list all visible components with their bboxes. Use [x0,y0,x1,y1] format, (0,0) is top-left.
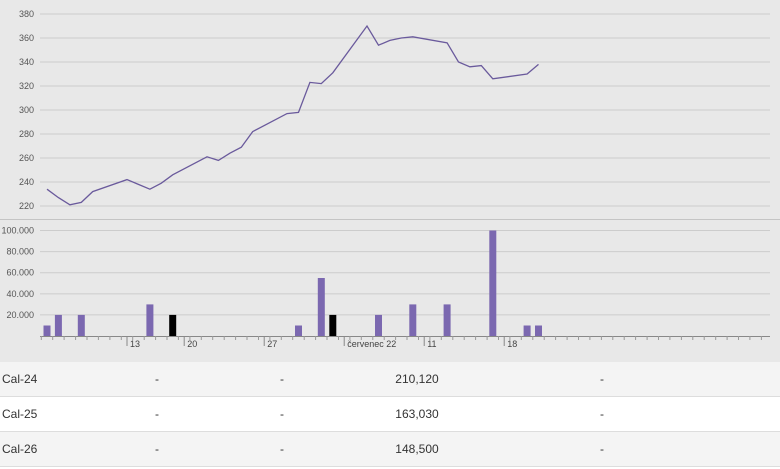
volume-bar [329,314,337,336]
table-cell: - [502,396,702,432]
x-tick-label: 18 [507,339,517,349]
y-tick-label: 340 [19,57,34,67]
table-cell: - [502,431,702,467]
contract-name: Cal-24 [0,362,82,397]
table-cell-price: 148,500 [332,431,502,467]
y-tick-label: 100.000 [1,226,34,236]
line-chart-y-ticks: 220 240 260 280 300 320 340 360 380 [19,9,34,211]
y-tick-label: 380 [19,9,34,19]
table-row[interactable]: Cal-24 - - 210,120 - [0,362,780,397]
x-tick-label: 11 [427,339,436,349]
table-row[interactable]: Cal-26 - - 148,500 - [0,431,780,467]
chart-svg: 220 240 260 280 300 320 340 360 380 20.000 40.000… [0,9,780,349]
y-tick-label: 280 [19,129,34,139]
chart-area: 220 240 260 280 300 320 340 360 380 20.000 40.000… [0,0,780,362]
table-cell: - [82,396,232,432]
line-chart-series [46,24,539,206]
x-tick-label: červenec 22 [347,339,396,349]
x-tick-label: 27 [267,339,277,349]
table-cell: - [232,396,332,432]
table-cell: - [232,362,332,397]
table-cell: - [232,431,332,467]
y-tick-label: 300 [19,105,34,115]
volume-bar [409,304,417,336]
volume-bar [54,314,62,336]
y-tick-label: 320 [19,81,34,91]
volume-bar [443,304,451,336]
volume-bar [535,325,542,336]
volume-bar [523,325,531,336]
y-tick-label: 60.000 [6,268,34,278]
volume-bar [169,314,177,336]
volume-bar [317,278,325,336]
table-row[interactable]: Cal-25 - - 163,030 - [0,396,780,432]
volume-bar [43,325,51,336]
contracts-table: Cal-24 - - 210,120 - Cal-25 - - 163,030 … [0,362,780,467]
table-cell-empty [702,431,780,467]
price-line [46,24,539,206]
table-cell-empty [702,396,780,432]
volume-bar [295,325,302,336]
table-cell-empty [702,362,780,397]
y-tick-label: 260 [19,153,34,163]
volume-chart-y-ticks: 20.000 40.000 60.000 80.000 100.000 [1,226,34,320]
x-axis: 13 20 27 červenec 22 11 18 [40,336,770,349]
volume-bar [375,314,382,336]
y-tick-label: 40.000 [6,289,34,299]
y-tick-label: 220 [19,201,34,211]
table-cell: - [502,362,702,397]
x-tick-label: 13 [130,339,140,349]
table-cell-price: 210,120 [332,362,502,397]
y-tick-label: 240 [19,177,34,187]
volume-bar [146,304,154,336]
volume-chart-bars [43,230,542,336]
contract-name: Cal-26 [0,431,82,467]
y-tick-label: 80.000 [6,247,34,257]
y-tick-label: 360 [19,33,34,43]
table-cell-price: 163,030 [332,396,502,432]
table-cell: - [82,431,232,467]
table-cell: - [82,362,232,397]
volume-chart-grid [40,230,770,316]
contract-name: Cal-25 [0,396,82,432]
y-tick-label: 20.000 [6,310,34,320]
volume-bar [489,230,497,336]
volume-bar [77,314,85,336]
line-chart-grid [0,13,780,220]
x-tick-label: 20 [187,339,197,349]
